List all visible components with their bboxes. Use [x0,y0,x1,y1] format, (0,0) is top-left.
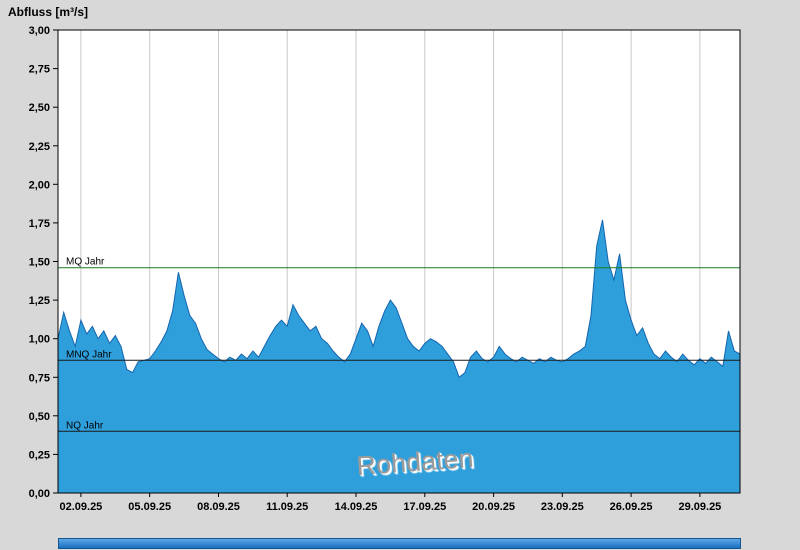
x-axis-label: 26.09.25 [610,501,653,513]
reference-line-label: MNQ Jahr [66,349,112,360]
reference-line-label: NQ Jahr [66,420,104,431]
y-axis-label: 0,75 [29,372,50,384]
x-axis-label: 11.09.25 [266,501,308,513]
x-axis-label: 17.09.25 [403,501,446,513]
x-axis-label: 23.09.25 [541,501,584,513]
discharge-line [57,219,741,379]
x-axis-label: 02.09.25 [59,501,102,513]
y-axis-label: 2,75 [29,64,50,76]
y-axis-label: 1,50 [29,257,50,269]
x-axis-label: 05.09.25 [128,501,171,513]
time-range-scrollbar[interactable] [58,538,741,549]
y-axis-label: 1,25 [29,295,50,307]
y-axis-label: 3,00 [29,25,50,37]
x-axis-label: 14.09.25 [335,501,378,513]
y-axis-label: 1,75 [29,218,50,230]
x-axis-label: 29.09.25 [678,501,721,513]
y-axis-label: 1,00 [29,334,50,346]
reference-line-label: MQ Jahr [66,257,105,268]
x-axis-label: 20.09.25 [472,501,515,513]
discharge-area [58,219,740,494]
chart-title: Abfluss [m³/s] [8,5,89,19]
y-axis-label: 0,25 [29,449,50,461]
x-axis-label: 08.09.25 [197,501,240,513]
y-axis-label: 2,25 [29,141,50,153]
y-axis-label: 2,50 [29,102,50,114]
y-axis-label: 2,00 [29,179,50,191]
y-axis-label: 0,00 [29,488,50,500]
y-axis-label: 0,50 [29,411,50,423]
